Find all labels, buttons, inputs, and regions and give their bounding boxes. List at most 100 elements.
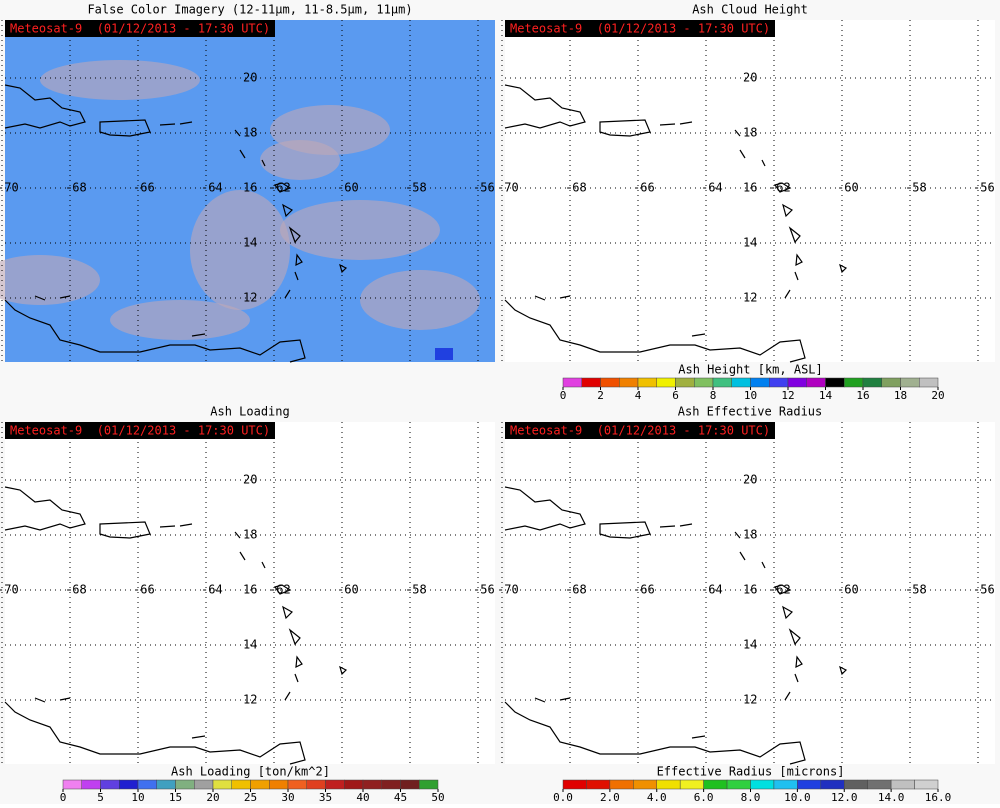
lon-label: -56 [973,583,995,597]
map-area [505,422,995,764]
colorbar-segment [750,377,770,388]
colorbar-tick-label: 8.0 [741,791,761,804]
panel-title: Ash Loading [210,405,289,419]
badge: Meteosat-9 (01/12/2013 - 17:30 UTC) [10,424,270,438]
colorbar-segment [137,779,157,790]
badge: Meteosat-9 (01/12/2013 - 17:30 UTC) [10,22,270,36]
colorbar-tick-label: 15 [169,791,182,804]
lon-label: -66 [133,181,155,195]
colorbar-segment [62,779,82,790]
colorbar-segment [562,377,582,388]
colorbar-tick-label: 18 [894,389,907,402]
colorbar-segment [325,779,345,790]
lon-label: -66 [133,583,155,597]
lon-label: -70 [0,181,19,195]
colorbar-segment [712,377,732,388]
lat-label: 20 [243,71,257,85]
cloud [40,60,200,100]
colorbar-segment [750,779,775,790]
colorbar-segment [287,779,307,790]
colorbar-label: Ash Height [km, ASL] [678,363,823,377]
badge-background [505,20,775,37]
colorbar-tick-label: 6 [672,389,679,402]
colorbar-tick-label: 8 [710,389,717,402]
lat-label: 12 [743,693,757,707]
colorbar-segment [250,779,270,790]
lon-label: -62 [769,583,791,597]
colorbar-segment [400,779,420,790]
colorbar-segment [703,779,728,790]
lat-label: 16 [743,181,757,195]
colorbar-segment [844,377,864,388]
lon-label: -62 [269,181,291,195]
lon-label: -60 [337,181,359,195]
lat-label: 20 [743,473,757,487]
colorbar-segment [156,779,176,790]
colorbar-segment [175,779,195,790]
lon-label: -66 [633,181,655,195]
colorbar-segment [656,779,681,790]
lat-label: 18 [243,528,257,542]
colorbar-segment [769,377,789,388]
colorbar-tick-label: 16.0 [925,791,952,804]
lat-label: 16 [243,181,257,195]
colorbar-tick-label: 40 [356,791,369,804]
lat-label: 16 [243,583,257,597]
colorbar-segment [586,779,611,790]
colorbar-segment [306,779,326,790]
colorbar-tick-label: 20 [206,791,219,804]
badge: Meteosat-9 (01/12/2013 - 17:30 UTC) [510,424,770,438]
colorbar-tick-label: 4 [635,389,642,402]
lon-label: -60 [837,583,859,597]
colorbar-tick-label: 2 [597,389,604,402]
colorbar-tick-label: 6.0 [694,791,714,804]
colorbar-tick-label: 30 [281,791,294,804]
colorbar-tick-label: 14.0 [878,791,905,804]
colorbar-tick-label: 0 [560,389,567,402]
cloud [260,140,340,180]
colorbar-tick-label: 25 [244,791,257,804]
colorbar-tick-label: 12.0 [831,791,858,804]
lat-label: 20 [743,71,757,85]
lon-label: -64 [701,583,723,597]
lat-label: 14 [243,236,257,250]
colorbar-label: Effective Radius [microns] [657,765,845,779]
lon-label: -70 [0,583,19,597]
lat-label: 20 [243,473,257,487]
colorbar-label: Ash Loading [ton/km^2] [171,765,330,779]
colorbar-tick-label: 16 [856,389,869,402]
panel-title: Ash Effective Radius [678,405,823,419]
colorbar-segment [900,377,920,388]
colorbar-segment [787,377,807,388]
colorbar-segment [694,377,714,388]
colorbar-segment [820,779,845,790]
lon-label: -70 [497,583,519,597]
lon-label: -64 [201,583,223,597]
lat-label: 18 [743,528,757,542]
colorbar-tick-label: 14 [819,389,833,402]
lon-label: -64 [701,181,723,195]
colorbar-segment [600,377,620,388]
lon-label: -62 [269,583,291,597]
lat-label: 18 [743,126,757,140]
colorbar-tick-label: 10 [131,791,144,804]
colorbar-segment [919,377,939,388]
cloud [110,300,250,340]
lon-label: -60 [837,181,859,195]
colorbar-segment [806,377,826,388]
badge-background [5,422,275,439]
colorbar-tick-label: 10 [744,389,757,402]
cloud [360,270,480,330]
ash-pixels [435,348,453,360]
lat-label: 14 [743,638,757,652]
lon-label: -64 [201,181,223,195]
colorbar-tick-label: 0 [60,791,67,804]
colorbar-segment [867,779,892,790]
lon-label: -60 [337,583,359,597]
colorbar-segment [344,779,364,790]
lon-label: -56 [973,181,995,195]
colorbar-segment [914,779,939,790]
